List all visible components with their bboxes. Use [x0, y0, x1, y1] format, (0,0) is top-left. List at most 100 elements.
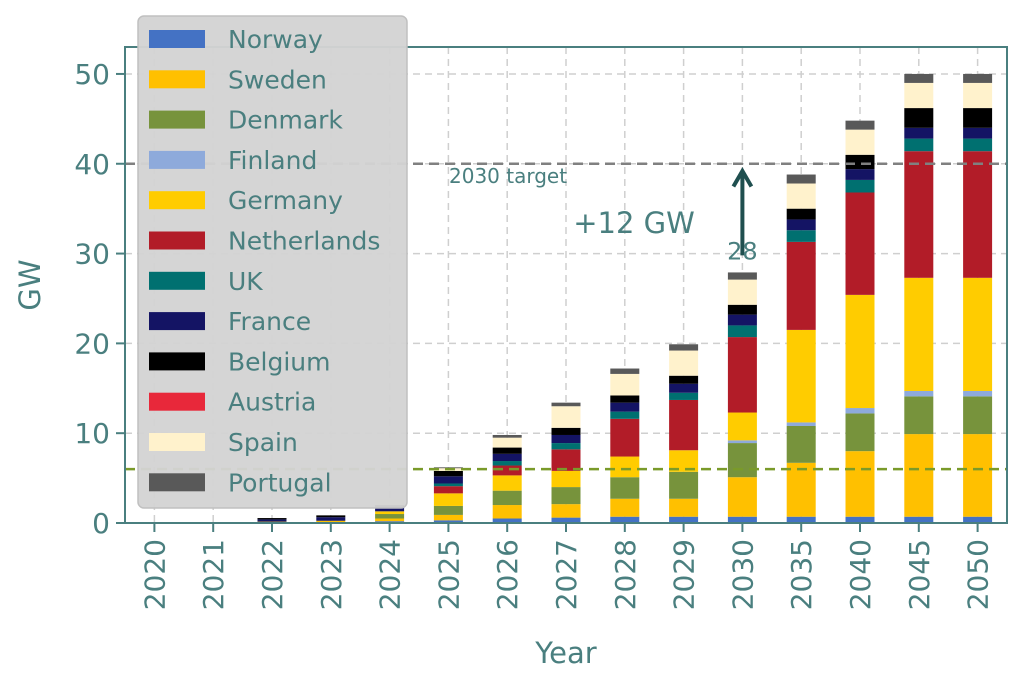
bar-segment-germany-2030: [727, 412, 757, 441]
annotations: +12 GW 28: [573, 166, 758, 266]
bar-segment-belgium-2026: [492, 447, 522, 454]
legend-swatch-finland: [149, 150, 205, 169]
bar-segment-france-2027: [551, 434, 581, 444]
bar-segment-norway-2035: [786, 516, 816, 523]
arrow-head: [731, 166, 754, 188]
legend-label-austria: Austria: [228, 388, 316, 417]
legend-label-uk: UK: [228, 267, 263, 296]
bar-segment-netherlands-2028: [610, 418, 640, 457]
x-tick-label: 2028: [609, 539, 642, 610]
bar-segment-france-2050: [963, 127, 993, 139]
legend-swatch-austria: [149, 392, 205, 411]
bar-segment-france-2045: [904, 127, 934, 139]
bar-segment-netherlands-2040: [845, 192, 875, 295]
bar-segment-france-2022: [257, 519, 287, 522]
y-tick-label: 0: [92, 507, 110, 540]
bar-segment-netherlands-2050: [963, 151, 993, 278]
bar-segment-uk-2030: [727, 325, 757, 338]
bar-segment-denmark-2026: [492, 490, 522, 506]
bar-segment-uk-2040: [845, 179, 875, 193]
bar-segment-spain-2040: [845, 129, 875, 155]
bar-segment-norway-2045: [904, 516, 934, 523]
bar-segment-france-2026: [492, 453, 522, 462]
x-tick-label: 2035: [785, 539, 818, 610]
y-axis-label: GW: [13, 259, 47, 310]
bar-segment-norway-2027: [551, 517, 581, 523]
bar-segment-denmark-2027: [551, 487, 581, 505]
y-tick-label: 10: [74, 417, 110, 450]
bar-segment-finland-2050: [963, 390, 993, 397]
bar-segment-germany-2040: [845, 294, 875, 409]
bar-segment-belgium-2035: [786, 208, 816, 220]
bar-segment-uk-2028: [610, 411, 640, 419]
x-tick-label: 2050: [962, 539, 995, 610]
bar-segment-germany-2027: [551, 470, 581, 488]
x-tick-label: 2021: [197, 539, 230, 610]
legend-swatch-uk: [149, 271, 205, 290]
bar-segment-portugal-2030: [727, 272, 757, 280]
bar-segment-netherlands-2025: [433, 486, 463, 494]
bar-segment-sweden-2026: [492, 505, 522, 519]
legend-label-denmark: Denmark: [228, 106, 343, 135]
legend-swatch-germany: [149, 191, 205, 210]
bar-segment-portugal-2035: [786, 174, 816, 184]
bar-segment-denmark-2045: [904, 396, 934, 435]
reference-line-label: 2030 target: [449, 164, 567, 188]
legend-label-finland: Finland: [228, 146, 317, 175]
bar-segment-france-2035: [786, 219, 816, 231]
legend-swatch-netherlands: [149, 231, 205, 250]
legend-box: [137, 15, 408, 509]
bar-segment-netherlands-2030: [727, 337, 757, 413]
gap-annotation: +12 GW: [573, 206, 695, 240]
bar-segment-norway-2030: [727, 516, 757, 523]
bar-segment-norway-2050: [963, 516, 993, 523]
bar-segment-belgium-2027: [551, 427, 581, 435]
bar-segment-belgium-2045: [904, 108, 934, 128]
bar-segment-netherlands-2029: [669, 399, 699, 451]
bar-segment-germany-2045: [904, 277, 934, 391]
bar-segment-denmark-2035: [786, 426, 816, 463]
y-tick-label: 20: [74, 327, 110, 360]
bar-segment-netherlands-2045: [904, 151, 934, 278]
bar-segment-portugal-2028: [610, 368, 640, 374]
bar-segment-germany-2050: [963, 277, 993, 391]
legend-label-france: France: [228, 307, 311, 336]
x-tick-label: 2022: [256, 539, 289, 610]
bar-segment-belgium-2040: [845, 154, 875, 170]
x-tick-label: 2025: [432, 539, 465, 610]
legend-label-belgium: Belgium: [228, 347, 331, 376]
bar-segment-sweden-2040: [845, 451, 875, 517]
bar-segment-denmark-2029: [669, 471, 699, 499]
legend-swatch-portugal: [149, 473, 205, 492]
bar-segment-uk-2025: [433, 483, 463, 487]
bar-segment-norway-2028: [610, 516, 640, 523]
legend-label-sweden: Sweden: [228, 65, 327, 94]
bar-segment-germany-2035: [786, 329, 816, 423]
bar-segment-denmark-2040: [845, 413, 875, 452]
bar-segment-spain-2026: [492, 437, 522, 448]
bar-segment-sweden-2028: [610, 498, 640, 517]
bar-segment-uk-2035: [786, 230, 816, 242]
legend: Norway Sweden Denmark Finland Germany Netherl…: [137, 15, 408, 509]
bar-segment-sweden-2050: [963, 434, 993, 517]
legend-label-germany: Germany: [228, 186, 343, 215]
bar-segment-portugal-2029: [669, 344, 699, 351]
x-tick-label: 2024: [374, 539, 407, 610]
x-tick-label: 2029: [668, 539, 701, 610]
bar-segment-france-2023: [316, 517, 346, 521]
x-tick-label: 2027: [550, 539, 583, 610]
bar-segment-sweden-2035: [786, 462, 816, 517]
bar-segment-belgium-2029: [669, 375, 699, 384]
bar-segment-denmark-2024: [375, 514, 405, 519]
legend-swatch-france: [149, 312, 205, 331]
bar-segment-uk-2026: [492, 461, 522, 466]
bar-segment-france-2024: [375, 507, 405, 512]
bar-segment-netherlands-2035: [786, 241, 816, 330]
x-tick-label: 2026: [491, 539, 524, 610]
bar-segment-germany-2025: [433, 493, 463, 506]
bar-segment-spain-2030: [727, 279, 757, 305]
bar-segment-finland-2045: [904, 390, 934, 397]
bar-segment-sweden-2045: [904, 434, 934, 517]
legend-swatch-belgium: [149, 352, 205, 371]
